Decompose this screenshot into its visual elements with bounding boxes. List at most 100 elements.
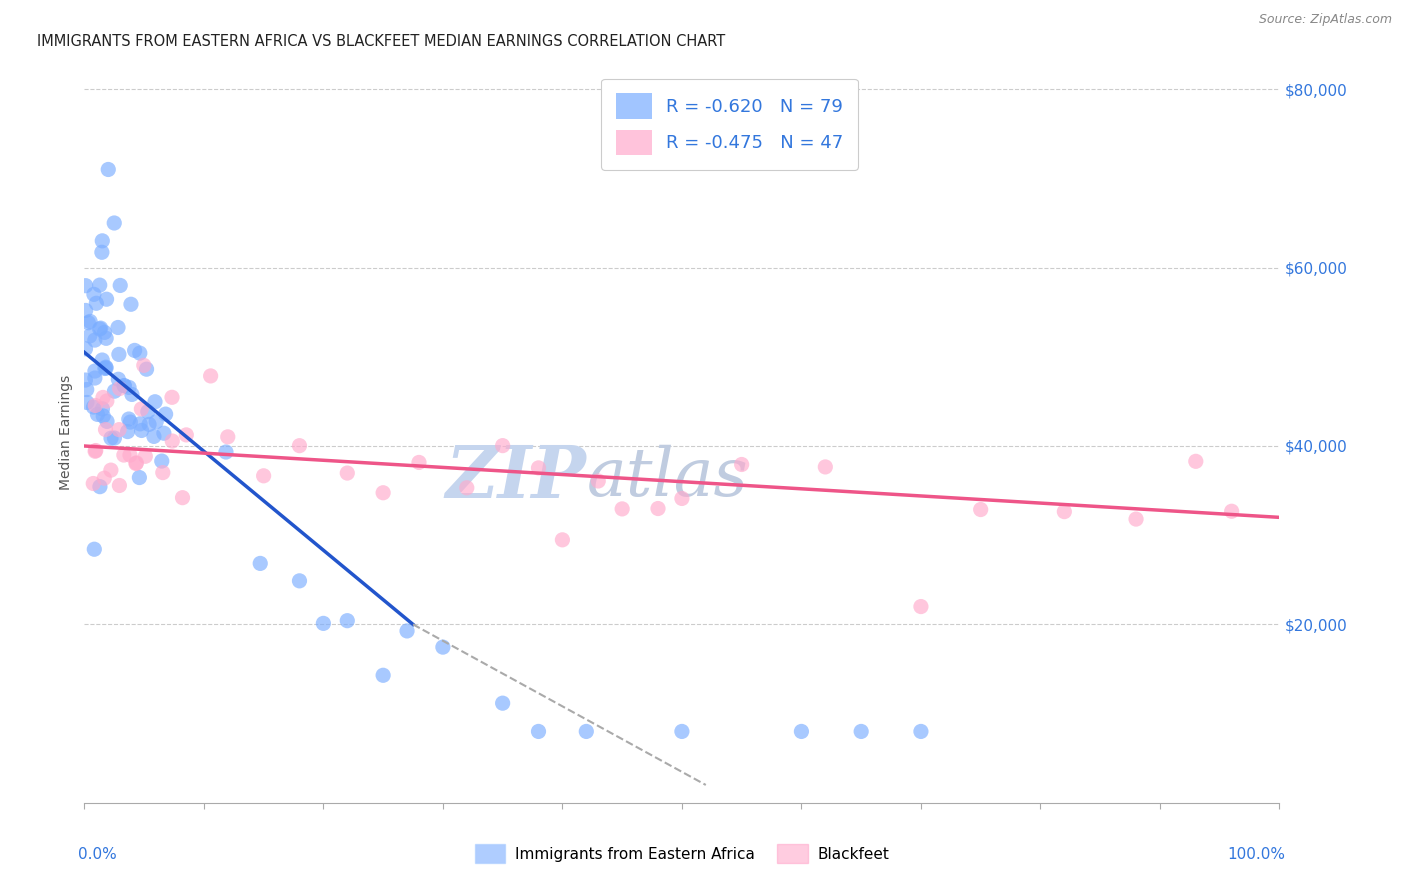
- Point: [790, 724, 813, 739]
- Point: [396, 624, 419, 638]
- Point: [135, 362, 157, 376]
- Point: [456, 481, 478, 495]
- Point: [671, 491, 693, 506]
- Point: [176, 428, 198, 442]
- Point: [128, 470, 150, 484]
- Point: [103, 431, 125, 445]
- Point: [312, 616, 335, 631]
- Point: [94, 361, 117, 376]
- Point: [138, 417, 160, 432]
- Point: [288, 574, 311, 588]
- Point: [1053, 505, 1076, 519]
- Point: [83, 371, 105, 385]
- Point: [153, 426, 176, 441]
- Point: [89, 278, 111, 293]
- Point: [155, 407, 177, 421]
- Point: [172, 491, 194, 505]
- Point: [76, 395, 98, 409]
- Point: [86, 408, 108, 422]
- Point: [1220, 504, 1243, 518]
- Point: [160, 390, 183, 404]
- Point: [84, 443, 107, 458]
- Point: [82, 400, 104, 414]
- Point: [851, 724, 873, 739]
- Point: [93, 471, 115, 485]
- Point: [142, 429, 165, 443]
- Point: [83, 542, 105, 557]
- Point: [408, 455, 430, 469]
- Point: [527, 724, 550, 739]
- Point: [100, 463, 122, 477]
- Point: [373, 485, 395, 500]
- Point: [125, 456, 148, 470]
- Point: [215, 445, 238, 459]
- Point: [89, 480, 111, 494]
- Point: [1185, 454, 1208, 468]
- Point: [671, 724, 693, 739]
- Point: [94, 423, 117, 437]
- Point: [575, 724, 598, 739]
- Point: [910, 599, 932, 614]
- Point: [107, 372, 129, 386]
- Point: [129, 417, 152, 431]
- Point: [84, 364, 107, 378]
- Point: [373, 668, 395, 682]
- Point: [124, 343, 146, 358]
- Point: [107, 320, 129, 334]
- Point: [91, 401, 114, 416]
- Point: [91, 391, 114, 405]
- Point: [336, 614, 359, 628]
- Point: [132, 359, 155, 373]
- Point: [288, 439, 311, 453]
- Point: [89, 322, 111, 336]
- Legend: Immigrants from Eastern Africa, Blackfeet: Immigrants from Eastern Africa, Blackfee…: [468, 838, 896, 869]
- Point: [118, 380, 141, 394]
- Point: [96, 292, 118, 306]
- Point: [143, 394, 166, 409]
- Point: [1125, 512, 1147, 526]
- Point: [128, 346, 150, 360]
- Point: [612, 502, 634, 516]
- Point: [108, 478, 131, 492]
- Point: [75, 303, 97, 318]
- Point: [432, 640, 454, 654]
- Text: 100.0%: 100.0%: [1227, 847, 1285, 863]
- Point: [79, 329, 101, 343]
- Point: [336, 466, 359, 480]
- Point: [112, 448, 135, 462]
- Y-axis label: Median Earnings: Median Earnings: [59, 375, 73, 491]
- Text: atlas: atlas: [586, 444, 748, 509]
- Point: [108, 382, 131, 396]
- Point: [96, 331, 118, 345]
- Text: 0.0%: 0.0%: [79, 847, 117, 863]
- Point: [588, 474, 610, 488]
- Point: [84, 444, 107, 458]
- Point: [551, 533, 574, 547]
- Point: [253, 468, 276, 483]
- Point: [75, 278, 97, 293]
- Point: [112, 378, 135, 392]
- Point: [814, 459, 837, 474]
- Point: [108, 347, 131, 361]
- Point: [75, 373, 97, 387]
- Point: [91, 409, 114, 423]
- Point: [75, 342, 97, 356]
- Point: [112, 378, 135, 392]
- Point: [131, 401, 153, 416]
- Point: [103, 216, 125, 230]
- Point: [90, 245, 112, 260]
- Point: [131, 424, 153, 438]
- Point: [94, 360, 117, 375]
- Text: ZIP: ZIP: [446, 442, 586, 513]
- Point: [117, 425, 139, 439]
- Point: [77, 316, 100, 330]
- Point: [125, 457, 148, 471]
- Point: [110, 278, 132, 293]
- Point: [910, 724, 932, 739]
- Point: [120, 297, 142, 311]
- Point: [200, 368, 222, 383]
- Point: [103, 384, 125, 399]
- Point: [150, 454, 173, 468]
- Point: [492, 439, 515, 453]
- Point: [83, 333, 105, 347]
